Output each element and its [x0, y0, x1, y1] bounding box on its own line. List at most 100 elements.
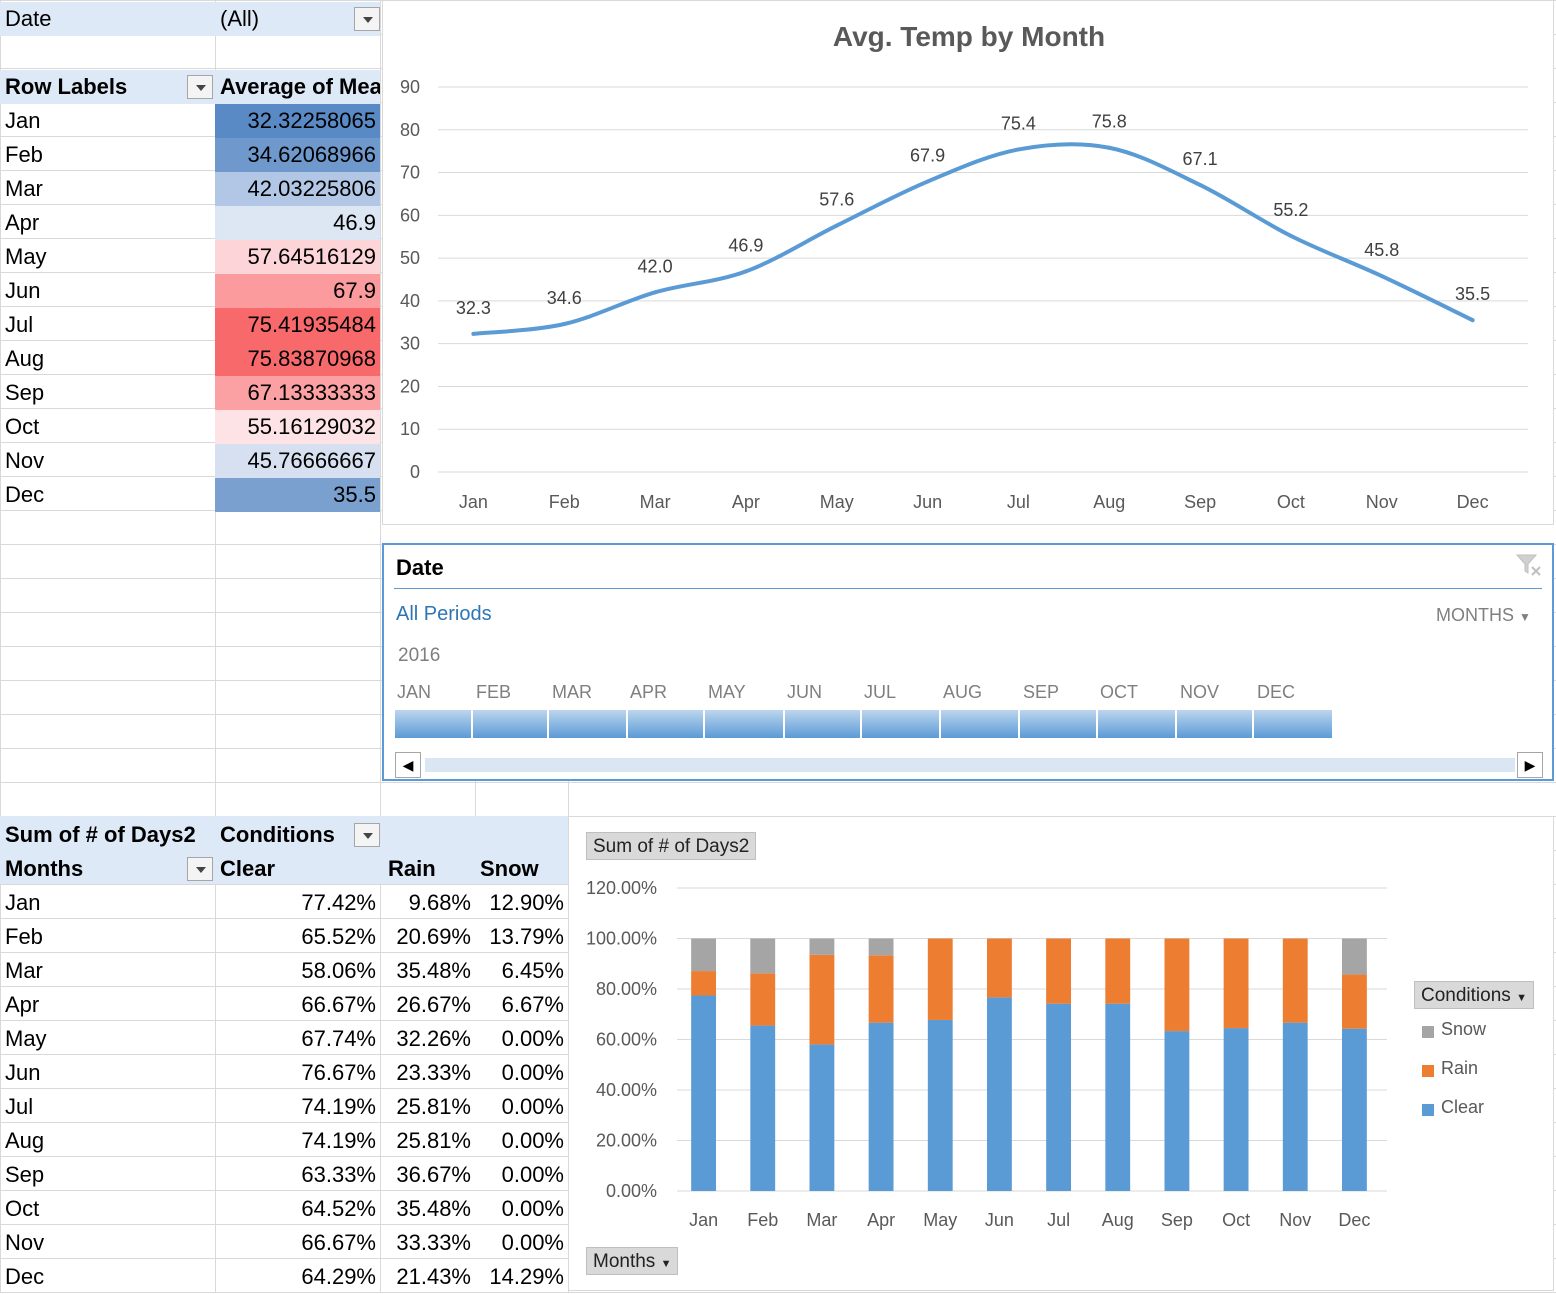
bar-segment-clear[interactable] — [1164, 1031, 1190, 1191]
avg-value-cell[interactable]: 32.32258065 — [215, 104, 380, 138]
data-point[interactable] — [834, 223, 839, 228]
timeline-month-bar[interactable] — [1254, 710, 1334, 738]
bar-segment-snow[interactable] — [809, 938, 835, 955]
row-label[interactable]: Jan — [5, 108, 41, 133]
rain-value-cell[interactable]: 25.81% — [396, 1094, 471, 1119]
avg-value-cell[interactable]: 75.83870968 — [215, 342, 380, 376]
scroll-right-icon[interactable]: ▶ — [1517, 752, 1543, 778]
clear-value-cell[interactable]: 76.67% — [301, 1060, 376, 1085]
data-point[interactable] — [1288, 233, 1293, 238]
avg-value-cell[interactable]: 45.76666667 — [215, 444, 380, 478]
bar-segment-rain[interactable] — [691, 971, 717, 996]
bar-segment-clear[interactable] — [750, 1025, 776, 1191]
rain-value-cell[interactable]: 23.33% — [396, 1060, 471, 1085]
row-label[interactable]: Apr — [5, 992, 40, 1017]
rain-value-cell[interactable]: 26.67% — [396, 992, 471, 1017]
clear-value-cell[interactable]: 64.29% — [301, 1264, 376, 1289]
data-point[interactable] — [1470, 318, 1475, 323]
timeline-month-bar[interactable] — [1020, 710, 1098, 738]
timeline-month-bar[interactable] — [941, 710, 1020, 738]
row-label[interactable]: Nov — [5, 448, 45, 473]
timeline-scrollbar[interactable]: ◀ ▶ — [395, 752, 1543, 778]
timeline-month-bar[interactable] — [1177, 710, 1254, 738]
data-point[interactable] — [471, 331, 476, 336]
row-labels-dropdown-button[interactable] — [187, 75, 213, 99]
snow-value-cell[interactable]: 0.00% — [501, 1026, 564, 1051]
pivot-filter-value[interactable]: (All) — [215, 2, 380, 36]
bar-segment-clear[interactable] — [927, 1019, 953, 1191]
clear-value-cell[interactable]: 58.06% — [301, 958, 376, 983]
bar-segment-clear[interactable] — [1223, 1028, 1249, 1191]
snow-value-cell[interactable]: 0.00% — [501, 1094, 564, 1119]
bar-segment-rain[interactable] — [868, 955, 894, 1023]
snow-value-cell[interactable]: 13.79% — [489, 924, 564, 949]
row-label[interactable]: Feb — [5, 924, 43, 949]
data-point[interactable] — [562, 321, 567, 326]
date-timeline[interactable]: Date All Periods MONTHS ▼ 2016 — [382, 543, 1554, 781]
series-line[interactable] — [471, 142, 1475, 336]
snow-value-cell[interactable]: 0.00% — [501, 1162, 564, 1187]
clear-value-cell[interactable]: 65.52% — [301, 924, 376, 949]
bar-segment-clear[interactable] — [1105, 1003, 1131, 1191]
row-label[interactable]: Jun — [5, 278, 41, 303]
row-label[interactable]: Jul — [5, 1094, 34, 1119]
bar-segment-clear[interactable] — [1282, 1022, 1308, 1191]
conditions-chart[interactable]: 0.00% 20.00% 40.00% 60.00% 80.00% 100.00% 120.… — [568, 816, 1554, 1291]
bar-segment-rain[interactable] — [1223, 938, 1249, 1029]
snow-value-cell[interactable]: 6.67% — [501, 992, 564, 1017]
rain-value-cell[interactable]: 35.48% — [396, 1196, 471, 1221]
avg-value-cell[interactable]: 57.64516129 — [215, 240, 380, 274]
scroll-left-icon[interactable]: ◀ — [395, 752, 421, 778]
row-label[interactable]: May — [5, 244, 47, 269]
legend-field-button[interactable]: Conditions ▼ — [1414, 981, 1534, 1009]
clear-value-cell[interactable]: 74.19% — [301, 1094, 376, 1119]
timeline-month-bar[interactable] — [705, 710, 785, 738]
bar-segment-snow[interactable] — [750, 938, 776, 974]
clear-value-cell[interactable]: 63.33% — [301, 1162, 376, 1187]
row-label[interactable]: Nov — [5, 1230, 45, 1255]
avg-value-cell[interactable]: 67.13333333 — [215, 376, 380, 410]
bar-segment-clear[interactable] — [691, 995, 717, 1191]
bar-segment-clear[interactable] — [986, 997, 1012, 1191]
clear-value-cell[interactable]: 77.42% — [301, 890, 376, 915]
rain-value-cell[interactable]: 33.33% — [396, 1230, 471, 1255]
row-label[interactable]: Dec — [5, 482, 45, 507]
data-point[interactable] — [743, 269, 748, 274]
bar-segment-rain[interactable] — [1341, 974, 1367, 1029]
clear-filter-icon[interactable] — [1514, 551, 1542, 579]
clear-value-cell[interactable]: 66.67% — [301, 992, 376, 1017]
clear-value-cell[interactable]: 66.67% — [301, 1230, 376, 1255]
bar-segment-rain[interactable] — [750, 973, 776, 1026]
rain-value-cell[interactable]: 20.69% — [396, 924, 471, 949]
data-point[interactable] — [1379, 274, 1384, 279]
bar-segment-rain[interactable] — [1282, 938, 1308, 1023]
data-point[interactable] — [1107, 145, 1112, 150]
bar-segment-rain[interactable] — [1164, 938, 1190, 1032]
avg-value-cell[interactable]: 67.9 — [215, 274, 380, 308]
row-label[interactable]: Jan — [5, 890, 41, 915]
row-label[interactable]: Mar — [5, 176, 43, 201]
rain-value-cell[interactable]: 9.68% — [408, 890, 471, 915]
avg-value-cell[interactable]: 46.9 — [215, 206, 380, 240]
row-label[interactable]: Jun — [5, 1060, 41, 1085]
rain-value-cell[interactable]: 35.48% — [396, 958, 471, 983]
timeline-month-bar[interactable] — [1098, 710, 1177, 738]
avg-value-cell[interactable]: 55.16129032 — [215, 410, 380, 444]
bar-segment-clear[interactable] — [868, 1022, 894, 1191]
row-label[interactable]: Apr — [5, 210, 40, 235]
snow-value-cell[interactable]: 6.45% — [501, 958, 564, 983]
row-label[interactable]: Sep — [5, 1162, 45, 1187]
row-label[interactable]: Sep — [5, 380, 45, 405]
axis-field-button[interactable]: Months ▼ — [586, 1247, 679, 1275]
avg-value-cell[interactable]: 35.5 — [215, 478, 380, 512]
clear-value-cell[interactable]: 67.74% — [301, 1026, 376, 1051]
bar-segment-rain[interactable] — [927, 938, 953, 1020]
rain-value-cell[interactable]: 25.81% — [396, 1128, 471, 1153]
filter-dropdown-button[interactable] — [354, 7, 380, 31]
data-point[interactable] — [1198, 182, 1203, 187]
months-dropdown-button[interactable] — [187, 857, 213, 881]
value-field-button[interactable]: Sum of # of Days2 — [586, 832, 757, 860]
snow-value-cell[interactable]: 12.90% — [489, 890, 564, 915]
clear-value-cell[interactable]: 74.19% — [301, 1128, 376, 1153]
scroll-thumb[interactable] — [425, 758, 1515, 772]
